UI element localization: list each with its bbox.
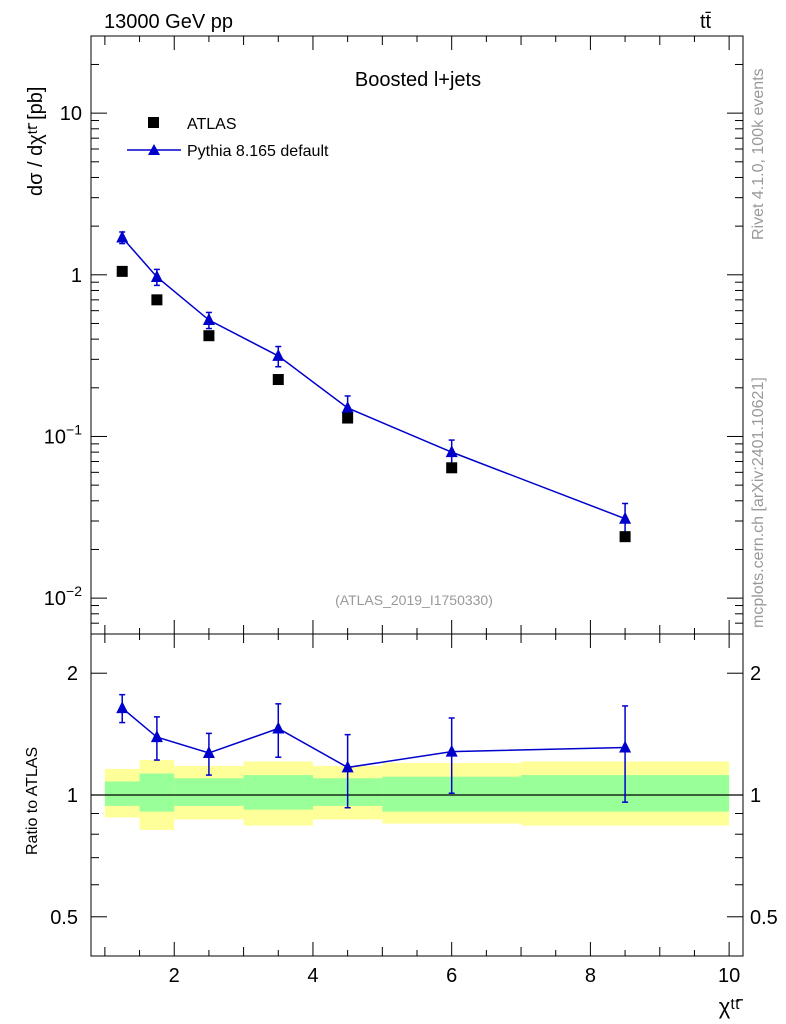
source-label: mcplots.cern.ch [arXiv:2401.10621] bbox=[750, 377, 767, 628]
x-tick-label: 2 bbox=[169, 965, 180, 987]
atlas-point bbox=[342, 412, 354, 424]
main-y-tick-label: 10 bbox=[60, 103, 82, 125]
ratio-y-tick-label-left: 1 bbox=[67, 785, 78, 807]
ratio-panel: 2 4 6 8 10 0.5 0.5 1 1 2 2 bbox=[50, 633, 778, 987]
ratio-y-tick-label-left: 0.5 bbox=[50, 907, 78, 929]
atlas-point bbox=[619, 531, 631, 543]
pythia-point bbox=[272, 348, 285, 361]
legend-pythia-label: Pythia 8.165 default bbox=[187, 143, 329, 160]
main-y-tick-label: 1 bbox=[71, 265, 82, 287]
ratio-y-tick-label-left: 2 bbox=[67, 663, 78, 685]
atlas-point bbox=[116, 265, 128, 277]
analysis-tag: (ATLAS_2019_I1750330) bbox=[335, 592, 493, 608]
plot-title: Boosted l+jets bbox=[355, 69, 481, 91]
pythia-point bbox=[619, 511, 632, 524]
ratio-pythia-point bbox=[272, 721, 285, 734]
ratio-pythia-point bbox=[116, 701, 129, 714]
pythia-point bbox=[202, 313, 215, 326]
ratio-pythia-point bbox=[619, 740, 632, 753]
pythia-point bbox=[341, 400, 354, 413]
ratio-band-inner bbox=[139, 773, 175, 812]
ratio-pythia-point bbox=[202, 746, 215, 759]
ratio-y-axis-label: Ratio to ATLAS bbox=[24, 747, 41, 855]
atlas-point bbox=[272, 374, 284, 386]
atlas-point bbox=[203, 330, 215, 342]
ratio-band-inner bbox=[243, 775, 313, 810]
pythia-line bbox=[121, 237, 626, 520]
atlas-point bbox=[151, 294, 163, 306]
ratio-pythia-point bbox=[445, 744, 458, 757]
legend: ATLAS Pythia 8.165 default bbox=[127, 116, 329, 160]
legend-atlas-label: ATLAS bbox=[187, 116, 237, 133]
ratio-band-inner bbox=[104, 781, 140, 806]
rivet-label: Rivet 4.1.0, 100k events bbox=[750, 68, 767, 240]
main-y-tick-label: 10−1 bbox=[44, 421, 82, 448]
main-y-tick-label: 10−2 bbox=[44, 583, 82, 610]
pythia-point bbox=[445, 445, 458, 458]
main-y-axis-label: dσ / dχᵗᵗ̄ [pb] bbox=[25, 87, 47, 196]
atlas-point bbox=[446, 462, 458, 474]
pythia-point bbox=[116, 230, 129, 243]
x-tick-label: 10 bbox=[718, 965, 740, 987]
legend-atlas-marker bbox=[148, 117, 159, 128]
process-label: tt̄ bbox=[700, 11, 712, 33]
ratio-band-inner bbox=[174, 778, 244, 806]
x-axis-label: χᵗᵗ̄ bbox=[719, 994, 743, 1019]
x-tick-label: 6 bbox=[446, 965, 457, 987]
energy-label: 13000 GeV pp bbox=[104, 11, 233, 33]
x-tick-label: 8 bbox=[585, 965, 596, 987]
ratio-pythia-point bbox=[150, 730, 163, 743]
x-tick-label: 4 bbox=[307, 965, 318, 987]
ratio-pythia-line bbox=[121, 707, 626, 769]
legend-pythia-marker bbox=[148, 144, 160, 155]
pythia-point bbox=[150, 269, 163, 282]
ratio-y-tick-label-right: 2 bbox=[750, 663, 761, 685]
ratio-y-tick-label-right: 0.5 bbox=[750, 907, 778, 929]
ratio-pythia-point bbox=[341, 760, 354, 773]
ratio-y-tick-label-right: 1 bbox=[750, 785, 761, 807]
